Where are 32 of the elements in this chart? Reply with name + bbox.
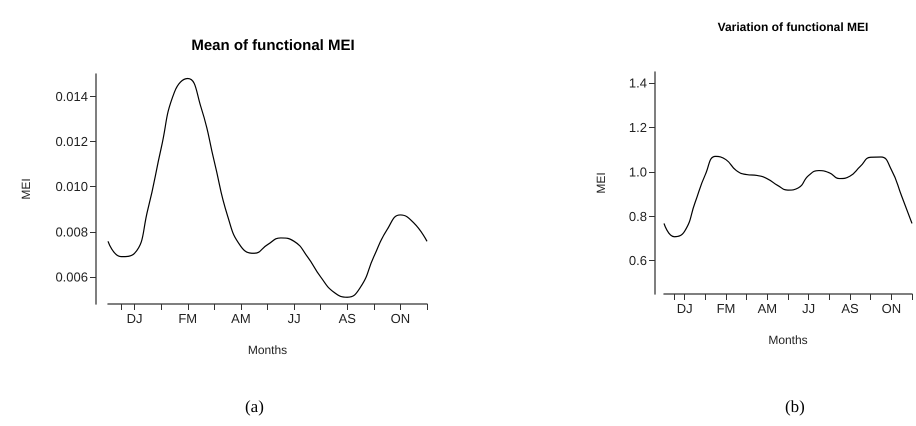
y-tick-label: 0.006 — [55, 269, 88, 284]
y-tick-label: 0.012 — [55, 134, 88, 150]
y-tick-label: 0.008 — [55, 224, 88, 240]
x-tick-label: ON — [390, 311, 410, 326]
x-tick-label: AS — [841, 301, 859, 316]
x-tick-label: DJ — [676, 301, 693, 316]
text: (b) — [785, 397, 805, 416]
line-series — [663, 156, 913, 238]
x-tick-label: ON — [882, 301, 902, 316]
x-tick-label: JJ — [288, 311, 301, 326]
line-series — [107, 78, 428, 298]
x-tick-label: DJ — [126, 311, 143, 326]
y-tick-label: 0.010 — [55, 179, 88, 194]
text: (a) — [245, 397, 264, 416]
chart-title: Variation of functional MEI — [718, 20, 868, 34]
y-tick-label: 1.4 — [628, 76, 647, 91]
y-tick-label: 0.014 — [55, 89, 88, 104]
x-tick-label: FM — [716, 301, 736, 316]
x-tick-label: JJ — [802, 301, 816, 316]
y-tick-label: 1.2 — [628, 120, 647, 135]
chart-title: Mean of functional MEI — [191, 37, 355, 54]
y-tick-label: 0.6 — [628, 253, 647, 268]
x-axis-title: Months — [768, 333, 808, 347]
x-axis-title: Months — [248, 343, 288, 357]
y-tick-label: 1.0 — [628, 164, 647, 180]
x-tick-label: AM — [231, 311, 251, 326]
y-axis-title: MEI — [594, 172, 608, 194]
x-tick-label: AS — [338, 311, 356, 326]
x-tick-label: FM — [178, 311, 198, 326]
y-axis-title: MEI — [19, 178, 33, 200]
x-tick-label: AM — [758, 301, 778, 316]
y-tick-label: 0.8 — [628, 208, 647, 224]
